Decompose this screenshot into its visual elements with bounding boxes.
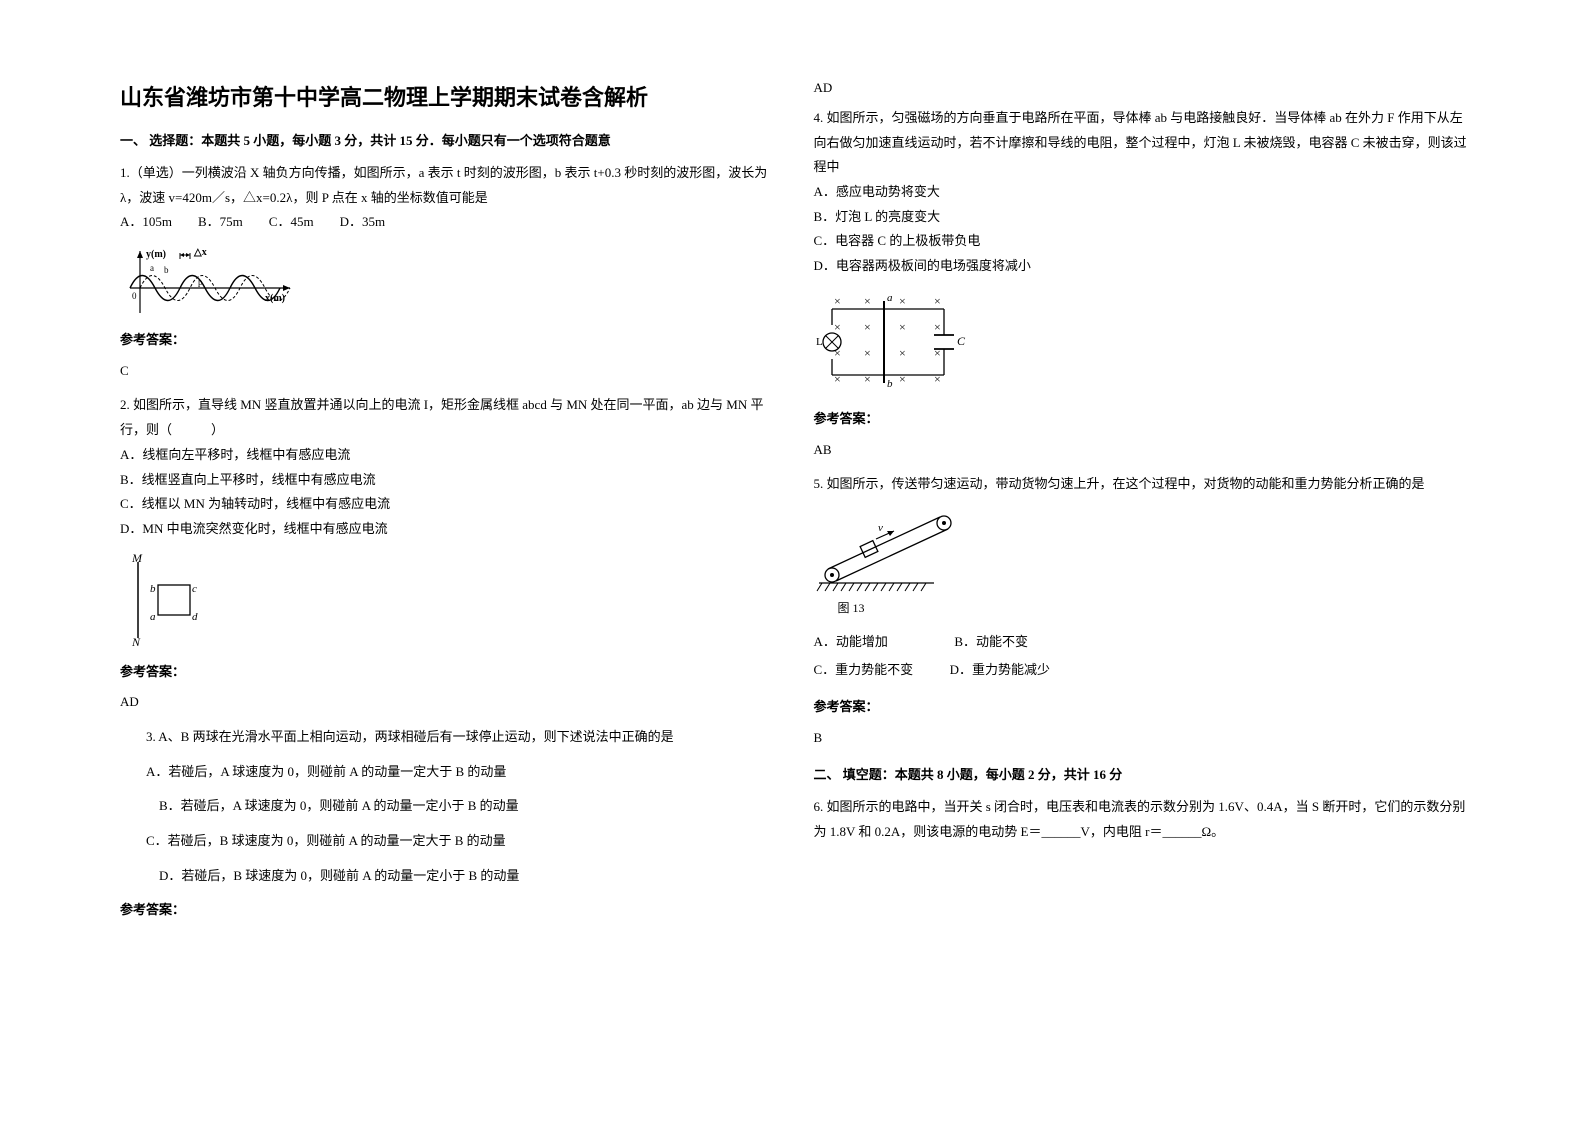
q4-optD: D．电容器两极板间的电场强度将减小 — [814, 254, 1468, 279]
q5-optC: C．重力势能不变 — [814, 662, 914, 677]
q4-answer-label: 参考答案： — [814, 407, 1468, 432]
q6-text: 6. 如图所示的电路中，当开关 s 闭合时，电压表和电流表的示数分别为 1.6V… — [814, 795, 1468, 844]
q1-answer-label: 参考答案： — [120, 328, 774, 353]
svg-text:C: C — [957, 334, 966, 348]
svg-text:×: × — [899, 320, 906, 334]
right-column: AD 4. 如图所示，匀强磁场的方向垂直于电路所在平面，导体棒 ab 与电路接触… — [794, 80, 1488, 1082]
q1-text: 1.（单选）一列横波沿 X 轴负方向传播，如图所示，a 表示 t 时刻的波形图，… — [120, 161, 774, 210]
svg-text:×: × — [834, 320, 841, 334]
svg-text:×: × — [834, 372, 841, 386]
svg-text:y(m): y(m) — [146, 249, 166, 260]
svg-text:c: c — [192, 583, 197, 595]
q3-optB: B．若碰后，A 球速度为 0，则碰前 A 的动量一定小于 B 的动量 — [159, 794, 774, 819]
svg-text:×: × — [864, 294, 871, 308]
q1-options: A．105m B．75m C．45m D．35m — [120, 210, 774, 235]
q4-answer: AB — [814, 438, 1468, 463]
svg-text:a: a — [150, 263, 154, 273]
q5-optA: A．动能增加 — [814, 634, 888, 649]
svg-text:x(m): x(m) — [265, 293, 285, 304]
q5-optD: D．重力势能减少 — [950, 662, 1050, 677]
q3-text: 3. A、B 两球在光滑水平面上相向运动，两球相碰后有一球停止运动，则下述说法中… — [120, 725, 774, 750]
svg-text:a: a — [887, 292, 893, 304]
q1-answer: C — [120, 359, 774, 384]
q3-optC: C．若碰后，B 球速度为 0，则碰前 A 的动量一定大于 B 的动量 — [146, 829, 774, 854]
svg-text:a: a — [150, 611, 156, 623]
q1-figure: y(m) x(m) △x a b p 0 — [120, 243, 774, 318]
question-4: 4. 如图所示，匀强磁场的方向垂直于电路所在平面，导体棒 ab 与电路接触良好．… — [814, 106, 1468, 462]
q2-answer: AD — [120, 690, 774, 715]
section-1-header: 一、 选择题：本题共 5 小题，每小题 3 分，共计 15 分．每小题只有一个选… — [120, 130, 774, 149]
section-2-header: 二、 填空题：本题共 8 小题，每小题 2 分，共计 16 分 — [814, 764, 1468, 783]
svg-text:△x: △x — [193, 247, 207, 258]
q5-answer: B — [814, 726, 1468, 751]
q2-figure: M N b c a d — [120, 550, 774, 650]
svg-text:b: b — [150, 583, 156, 595]
svg-text:×: × — [864, 346, 871, 360]
question-3: 3. A、B 两球在光滑水平面上相向运动，两球相碰后有一球停止运动，则下述说法中… — [120, 725, 774, 923]
svg-text:×: × — [899, 294, 906, 308]
q3-answer-label: 参考答案： — [120, 898, 774, 923]
q2-optA: A．线框向左平移时，线框中有感应电流 — [120, 443, 774, 468]
question-2: 2. 如图所示，直导线 MN 竖直放置并通以向上的电流 I，矩形金属线框 abc… — [120, 393, 774, 715]
svg-text:×: × — [864, 320, 871, 334]
q5-optB: B．动能不变 — [954, 634, 1028, 649]
q5-text: 5. 如图所示，传送带匀速运动，带动货物匀速上升，在这个过程中，对货物的动能和重… — [814, 472, 1468, 497]
svg-text:v: v — [878, 522, 883, 534]
svg-text:×: × — [899, 372, 906, 386]
svg-text:×: × — [834, 346, 841, 360]
svg-text:p: p — [198, 277, 203, 287]
svg-text:M: M — [131, 551, 143, 565]
svg-text:×: × — [864, 372, 871, 386]
svg-text:L: L — [816, 336, 823, 348]
svg-text:b: b — [887, 378, 893, 390]
svg-text:0: 0 — [132, 291, 137, 301]
question-5: 5. 如图所示，传送带匀速运动，带动货物匀速上升，在这个过程中，对货物的动能和重… — [814, 472, 1468, 750]
q5-figure: v 图 13 — [814, 505, 1468, 620]
svg-text:×: × — [899, 346, 906, 360]
q4-optA: A．感应电动势将变大 — [814, 180, 1468, 205]
svg-text:×: × — [834, 294, 841, 308]
q3-optD: D．若碰后，B 球速度为 0，则碰前 A 的动量一定小于 B 的动量 — [159, 864, 774, 889]
page-title: 山东省潍坊市第十中学高二物理上学期期末试卷含解析 — [120, 80, 774, 112]
q2-answer-label: 参考答案： — [120, 660, 774, 685]
svg-text:×: × — [934, 372, 941, 386]
question-1: 1.（单选）一列横波沿 X 轴负方向传播，如图所示，a 表示 t 时刻的波形图，… — [120, 161, 774, 383]
q2-optC: C．线框以 MN 为轴转动时，线框中有感应电流 — [120, 492, 774, 517]
q4-text: 4. 如图所示，匀强磁场的方向垂直于电路所在平面，导体棒 ab 与电路接触良好．… — [814, 106, 1468, 180]
q4-optB: B．灯泡 L 的亮度变大 — [814, 205, 1468, 230]
svg-text:×: × — [934, 320, 941, 334]
q2-optD: D．MN 中电流突然变化时，线框中有感应电流 — [120, 517, 774, 542]
q3-optA: A．若碰后，A 球速度为 0，则碰前 A 的动量一定大于 B 的动量 — [146, 760, 774, 785]
q5-caption: 图 13 — [838, 597, 1468, 620]
q3-answer: AD — [814, 80, 1468, 96]
q2-text: 2. 如图所示，直导线 MN 竖直放置并通以向上的电流 I，矩形金属线框 abc… — [120, 393, 774, 442]
question-6: 6. 如图所示的电路中，当开关 s 闭合时，电压表和电流表的示数分别为 1.6V… — [814, 795, 1468, 844]
svg-text:d: d — [192, 611, 198, 623]
q4-figure: ×××× ×××× ×××× ×××× — [814, 287, 1468, 397]
svg-text:N: N — [131, 635, 141, 649]
q5-answer-label: 参考答案： — [814, 695, 1468, 720]
q2-optB: B．线框竖直向上平移时，线框中有感应电流 — [120, 468, 774, 493]
svg-text:b: b — [164, 265, 169, 275]
q4-optC: C．电容器 C 的上极板带负电 — [814, 229, 1468, 254]
left-column: 山东省潍坊市第十中学高二物理上学期期末试卷含解析 一、 选择题：本题共 5 小题… — [100, 80, 794, 1082]
svg-text:×: × — [934, 294, 941, 308]
